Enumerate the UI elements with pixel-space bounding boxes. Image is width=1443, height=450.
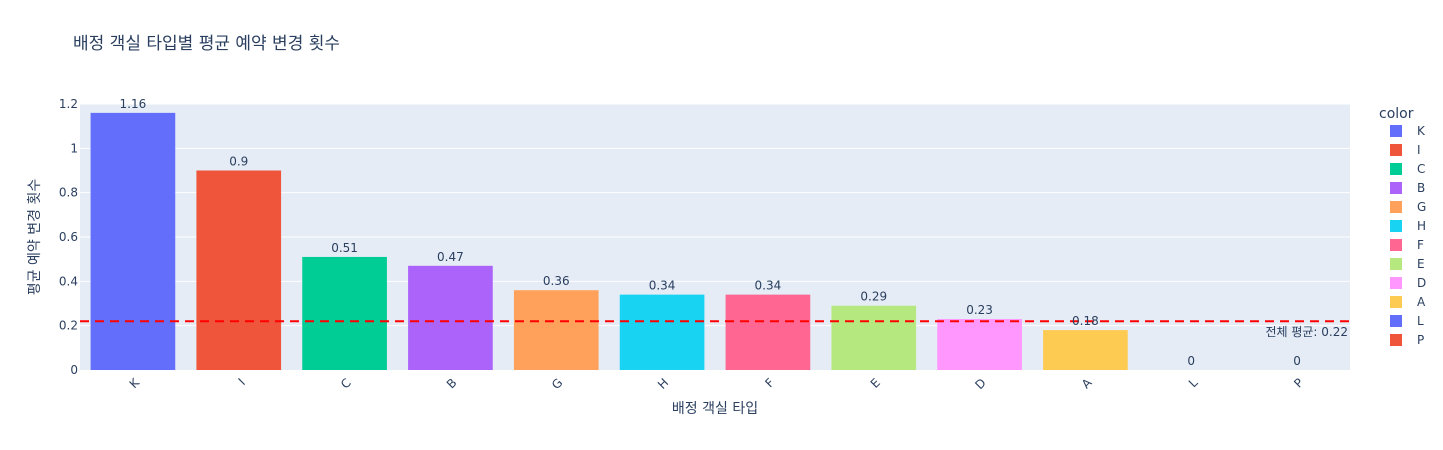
legend-label: K — [1417, 124, 1426, 138]
bar-D — [937, 319, 1022, 370]
x-tick-label: P — [1291, 376, 1306, 391]
legend-swatch-B — [1390, 182, 1402, 194]
legend-swatch-F — [1390, 239, 1402, 251]
bar-I — [196, 170, 282, 370]
legend-swatch-G — [1390, 201, 1402, 213]
y-tick-label: 0.8 — [59, 186, 78, 200]
legend-label: A — [1417, 295, 1426, 309]
bars — [90, 112, 1128, 370]
chart-title: 배정 객실 타입별 평균 예약 변경 횟수 — [73, 34, 340, 54]
bar-H — [619, 294, 705, 370]
y-tick-label: 0.2 — [59, 319, 78, 333]
legend-swatch-E — [1390, 258, 1402, 270]
data-label: 0.36 — [543, 274, 570, 288]
bar-C — [302, 256, 387, 370]
legend-swatch-K — [1390, 125, 1402, 137]
data-label: 0 — [1187, 354, 1195, 368]
y-axis-title: 평균 예약 변경 횟수 — [27, 179, 43, 296]
bar-F — [725, 294, 811, 370]
data-label: 0.23 — [966, 303, 993, 317]
gridlines — [80, 103, 1350, 327]
y-tick-label: 1.2 — [59, 97, 78, 111]
legend-swatch-D — [1390, 277, 1402, 289]
x-axis-title: 배정 객실 타입 — [672, 401, 758, 417]
legend-swatch-A — [1390, 296, 1402, 308]
y-tick-label: 0 — [70, 363, 78, 377]
x-tick-label: L — [1186, 375, 1201, 390]
x-tick-label: E — [868, 376, 883, 391]
data-label: 0.34 — [755, 279, 782, 293]
bar-G — [513, 290, 599, 370]
bar-A — [1043, 330, 1128, 370]
data-label: 0.18 — [1072, 314, 1099, 328]
legend-label: E — [1417, 257, 1425, 271]
data-label: 1.16 — [120, 97, 147, 111]
x-tick-label: C — [338, 376, 354, 392]
x-tick-label: F — [762, 376, 777, 391]
legend-label: H — [1417, 219, 1426, 233]
bar-E — [831, 305, 917, 370]
legend-swatch-C — [1390, 163, 1402, 175]
x-tick-label: H — [655, 376, 671, 392]
reference-line-group: 전체 평균: 0.22 — [80, 320, 1350, 339]
y-tick-label: 0.4 — [59, 274, 78, 288]
data-label: 0.9 — [229, 155, 248, 169]
x-tick-label: I — [236, 376, 248, 388]
x-tick-label: A — [1079, 375, 1095, 391]
legend-title: color — [1379, 106, 1414, 122]
legend-label: I — [1417, 143, 1421, 157]
legend-label: C — [1417, 162, 1425, 176]
y-tick-label: 1 — [70, 141, 78, 155]
legend-swatch-I — [1390, 144, 1402, 156]
legend-label: F — [1417, 238, 1424, 252]
legend-label: G — [1417, 200, 1426, 214]
y-tick-label: 0.6 — [59, 230, 78, 244]
legend-label: D — [1417, 276, 1426, 290]
legend-swatch-L — [1390, 315, 1402, 327]
y-axis-ticks: 0 0.2 0.4 0.6 0.8 1 1.2 — [59, 97, 78, 377]
data-label: 0.47 — [437, 250, 464, 264]
bar-B — [408, 265, 493, 370]
legend-swatch-H — [1390, 220, 1402, 232]
data-label: 0.29 — [860, 290, 887, 304]
data-label: 0.51 — [331, 241, 358, 255]
bar-K — [90, 112, 176, 370]
x-tick-label: K — [127, 375, 143, 391]
x-tick-label: B — [444, 376, 460, 392]
average-reference-label: 전체 평균: 0.22 — [1265, 325, 1348, 339]
data-label: 0 — [1293, 354, 1301, 368]
x-tick-label: G — [549, 376, 565, 392]
legend-label: L — [1417, 314, 1424, 328]
legend-swatch-P — [1390, 334, 1402, 346]
data-labels: 1.16 0.9 0.51 0.47 0.36 0.34 0.34 0.29 0.23 0.18 0… — [120, 97, 1301, 368]
legend-label: P — [1417, 333, 1424, 347]
legend-label: B — [1417, 181, 1425, 195]
data-label: 0.34 — [649, 279, 676, 293]
x-tick-label: D — [972, 376, 988, 392]
